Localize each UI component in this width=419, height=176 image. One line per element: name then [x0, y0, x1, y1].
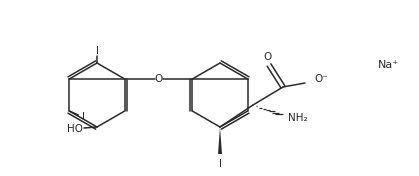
Text: O: O	[154, 74, 163, 84]
Text: O⁻: O⁻	[314, 74, 328, 84]
Polygon shape	[218, 127, 222, 154]
Text: Na⁺: Na⁺	[378, 60, 398, 70]
Text: I: I	[218, 159, 222, 169]
Text: O: O	[263, 52, 271, 62]
Text: HO: HO	[67, 124, 83, 134]
Text: NH₂: NH₂	[288, 113, 308, 123]
Text: I: I	[96, 46, 98, 56]
Text: I: I	[82, 112, 85, 122]
